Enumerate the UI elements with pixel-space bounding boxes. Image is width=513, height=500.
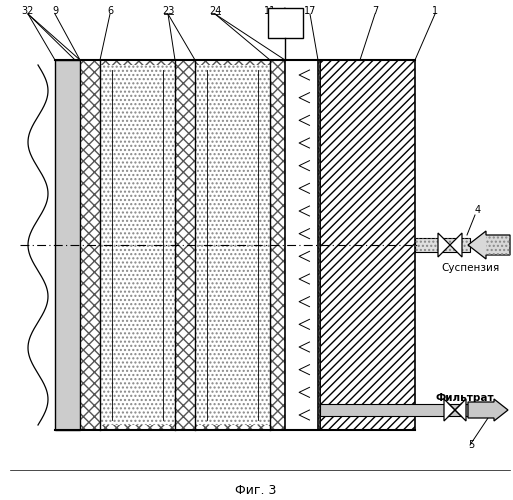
Bar [100, 65, 175, 425]
Text: 4: 4 [475, 205, 481, 215]
Text: Фильтрат: Фильтрат [436, 393, 495, 403]
Text: 5: 5 [468, 440, 474, 450]
Bar [415, 238, 470, 252]
Bar [100, 65, 175, 425]
Polygon shape [438, 233, 450, 257]
Bar [285, 60, 318, 430]
Bar [55, 60, 80, 430]
Bar [320, 60, 415, 430]
Text: 6: 6 [107, 6, 113, 16]
FancyArrow shape [468, 399, 508, 421]
Bar [320, 404, 490, 416]
Text: 17: 17 [304, 6, 316, 16]
Bar [267, 8, 303, 38]
Polygon shape [450, 233, 462, 257]
Text: 1: 1 [432, 6, 438, 16]
Text: 9: 9 [52, 6, 58, 16]
Bar [415, 238, 470, 252]
Text: 23: 23 [162, 6, 174, 16]
Text: 11: 11 [264, 6, 276, 16]
Polygon shape [444, 399, 455, 421]
FancyArrow shape [468, 231, 510, 259]
Bar [486, 235, 510, 255]
Text: 32: 32 [22, 6, 34, 16]
Text: Фиг. 3: Фиг. 3 [235, 484, 277, 496]
Text: 24: 24 [209, 6, 221, 16]
Polygon shape [455, 399, 466, 421]
Text: 7: 7 [372, 6, 378, 16]
Bar [320, 60, 415, 430]
Bar [75, 60, 320, 430]
Bar [195, 65, 270, 425]
Bar [195, 65, 270, 425]
Bar [75, 60, 320, 430]
Text: Суспензия: Суспензия [441, 263, 499, 273]
